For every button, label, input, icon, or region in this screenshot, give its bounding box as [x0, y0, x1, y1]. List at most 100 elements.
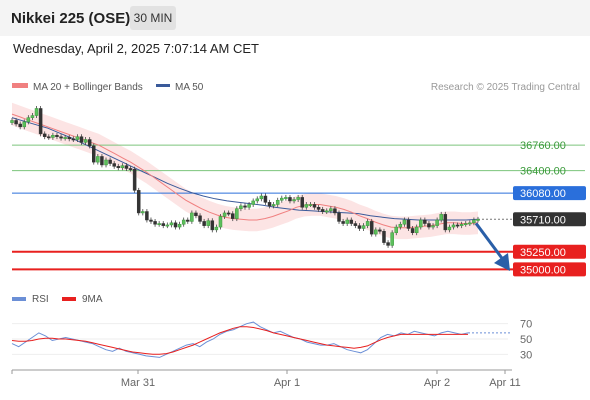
- candle-body: [141, 211, 145, 214]
- level-label-4: 35250.00: [520, 247, 566, 259]
- candle-body: [92, 145, 96, 163]
- candle-body: [22, 121, 27, 128]
- level-tag-2: [513, 186, 586, 201]
- level-label-3: 35710.00: [520, 214, 566, 226]
- candle-body: [341, 221, 345, 224]
- candle-body: [247, 204, 251, 208]
- candle-body: [329, 208, 333, 212]
- candle-body: [251, 200, 255, 205]
- candle-body: [222, 212, 227, 217]
- candle-body: [186, 219, 190, 222]
- candle-body: [161, 223, 165, 226]
- candle-body: [128, 168, 133, 170]
- candle-body: [414, 226, 419, 233]
- rsi-tick-0: 70: [520, 319, 532, 331]
- candle-body: [333, 208, 337, 214]
- x-axis: Mar 31 Apr 1 Apr 2 Apr 11: [11, 369, 521, 389]
- candle-body: [312, 204, 317, 208]
- candle-body: [447, 226, 452, 231]
- candle-body: [235, 208, 239, 219]
- forecast-arrow-shaft: [474, 222, 506, 262]
- candle-body: [59, 136, 63, 139]
- candle-body: [349, 219, 354, 224]
- candle-body: [226, 212, 231, 215]
- ma20-legend-swatch: [12, 83, 28, 88]
- candle-body: [361, 225, 366, 229]
- forecast-arrow-head: [494, 252, 510, 271]
- candle-body: [55, 135, 59, 137]
- candle-body: [206, 220, 210, 226]
- candle-body: [181, 219, 186, 225]
- candle-body: [308, 204, 313, 206]
- candle-body: [124, 165, 129, 169]
- level-tag-5: [513, 262, 586, 277]
- candle-body: [410, 228, 415, 233]
- candle-body: [451, 224, 456, 228]
- candle-body: [419, 219, 423, 228]
- candle-body: [300, 197, 304, 208]
- level-tag-4: [513, 244, 586, 259]
- rsi-ma-legend-label: 9MA: [82, 294, 103, 305]
- candle-body: [165, 224, 170, 227]
- instrument-title: Nikkei 225 (OSE): [11, 10, 131, 27]
- candle-body: [320, 209, 325, 212]
- candle-body: [34, 108, 39, 116]
- ma50-legend-label: MA 50: [175, 82, 204, 93]
- candle-body: [116, 166, 121, 169]
- candle-body: [390, 232, 394, 246]
- candle-body: [67, 137, 71, 140]
- candle-body: [431, 225, 435, 228]
- candle-body: [47, 136, 51, 139]
- candle-body: [14, 120, 18, 125]
- x-tick-label-0: Mar 31: [121, 377, 155, 389]
- credit-label: Research © 2025 Trading Central: [431, 82, 580, 93]
- candle-body: [439, 214, 443, 221]
- candle-body: [30, 115, 35, 118]
- candle-body: [382, 231, 386, 243]
- ma50-legend-swatch: [156, 84, 170, 87]
- main-plot-area: 36760.00 36400.00 36080.00 35710.00 35250.00…: [10, 102, 586, 277]
- candle-body: [423, 219, 427, 224]
- rsi-ma-legend-swatch: [62, 297, 76, 301]
- candle-body: [406, 219, 411, 229]
- candle-body: [345, 219, 349, 224]
- candle-body: [255, 198, 260, 202]
- candle-body: [104, 159, 108, 166]
- candle-body: [51, 135, 55, 138]
- candle-body: [296, 197, 300, 200]
- candle-body: [316, 207, 321, 210]
- candle-body: [38, 108, 43, 135]
- candle-body: [202, 221, 206, 226]
- candle-body: [365, 221, 370, 226]
- candle-body: [87, 139, 92, 147]
- x-tick-label-2: Apr 2: [424, 377, 450, 389]
- timestamp: Wednesday, April 2, 2025 7:07:14 AM CET: [13, 41, 259, 56]
- candle-body: [472, 219, 476, 224]
- timeframe-button[interactable]: 30 MIN: [130, 6, 176, 30]
- candle-body: [100, 156, 104, 166]
- candle-body: [476, 219, 480, 221]
- candle-body: [157, 223, 161, 225]
- rsi-line: [11, 321, 469, 358]
- candle-body: [243, 205, 247, 208]
- candle-body: [96, 156, 100, 163]
- candle-body: [463, 223, 468, 225]
- candle-body: [214, 226, 219, 231]
- candle-body: [149, 219, 153, 222]
- candle-body: [83, 139, 88, 143]
- candle-body: [71, 138, 76, 141]
- candle-body: [271, 204, 276, 207]
- rsi-ma-line: [11, 326, 468, 355]
- candle-body: [18, 123, 22, 128]
- candle-body: [263, 195, 268, 203]
- x-tick-label-1: Apr 1: [274, 377, 300, 389]
- candle-body: [210, 220, 215, 231]
- level-tag-3: [513, 212, 586, 227]
- rsi-legend-label: RSI: [32, 294, 49, 305]
- rsi-plot-area: 70 50 30: [11, 319, 532, 361]
- candle-body: [190, 212, 194, 222]
- candle-body: [275, 199, 280, 205]
- x-tick-label-3: Apr 11: [489, 377, 521, 389]
- candle-body: [427, 223, 431, 228]
